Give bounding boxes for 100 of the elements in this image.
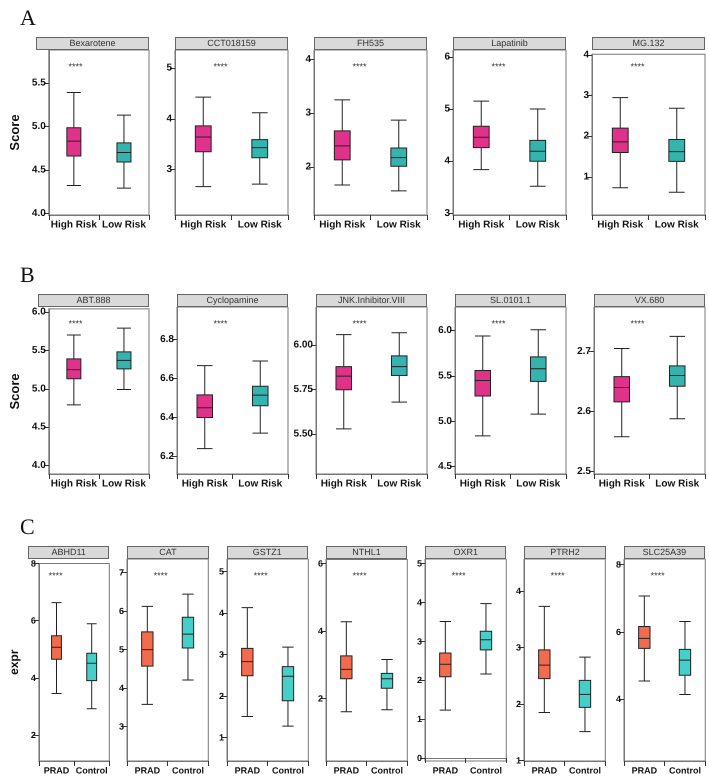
x-tick-label: PRAD (532, 766, 558, 776)
x-tick-label: Low Risk (655, 478, 700, 490)
chart-subtitle: C (20, 514, 35, 540)
chart-title: Lapatinib (453, 37, 566, 50)
annotation: **** (68, 318, 83, 328)
chart-title: SL.0101.1 (455, 294, 566, 307)
y-tick-label: 4 (30, 672, 36, 683)
y-tick-label: 0 (417, 752, 422, 763)
x-tick-label: Low Risk (376, 220, 422, 230)
y-tick-label: 5.0 (438, 416, 452, 427)
chart-title: VX.680 (594, 294, 705, 307)
y-tick-label: 6 (616, 626, 621, 637)
x-tick-label: Low Risk (377, 478, 422, 490)
x-tick-label: Control (569, 766, 602, 776)
y-tick-label: 4 (516, 586, 522, 596)
y-tick-label: 5.0 (32, 120, 46, 132)
y-tick-label: 3 (218, 650, 224, 660)
y-tick-label: 2 (516, 699, 522, 710)
y-tick-label: 4 (218, 608, 224, 618)
chart-subtitle: A (20, 5, 36, 31)
y-tick-label: 8 (30, 558, 36, 568)
y-tick-label: 6.4 (160, 412, 174, 423)
x-tick-label: High Risk (180, 220, 227, 230)
y-tick-label: 1 (417, 714, 422, 724)
x-tick-label: High Risk (319, 220, 366, 230)
x-tick-label: Low Risk (238, 220, 282, 230)
y-tick-label: 5.5 (438, 370, 452, 382)
y-tick-label: 2.7 (577, 346, 592, 357)
y-tick-label: 4.5 (32, 422, 46, 433)
x-tick-label: High Risk (458, 220, 505, 230)
y-tick-label: 3 (166, 164, 172, 175)
y-tick-label: 6.0 (438, 325, 452, 336)
y-tick-label: 1 (516, 755, 522, 766)
y-tick-label: 1 (583, 171, 590, 182)
y-tick-label: 7 (119, 567, 124, 578)
annotation: **** (352, 62, 367, 72)
y-axis-title: expr (7, 649, 21, 675)
y-tick-label: 2 (218, 691, 224, 702)
y-tick-label: 8 (616, 560, 621, 570)
y-tick-label: 4 (417, 598, 422, 608)
x-tick-label: Low Risk (654, 220, 700, 230)
x-tick-label: High Risk (50, 220, 98, 230)
y-tick-label: 3 (583, 90, 590, 102)
y-tick-label: 5 (218, 566, 224, 576)
y-tick-label: 5.75 (294, 384, 314, 396)
y-tick-label: 6 (30, 616, 36, 626)
chart-title: SLC25A39 (624, 546, 705, 559)
y-tick-label: 4 (305, 54, 312, 66)
y-tick-label: 5 (119, 644, 124, 655)
y-tick-label: 2 (583, 130, 590, 142)
annotation: **** (650, 570, 665, 580)
y-tick-label: 6.8 (160, 334, 174, 346)
y-axis-title: Score (7, 114, 22, 151)
y-tick-label: 6.00 (294, 340, 314, 351)
y-tick-label: 5.50 (294, 428, 314, 440)
y-tick-label: 4.5 (438, 461, 452, 472)
chart-title: CCT018159 (175, 37, 288, 50)
y-tick-label: 3 (516, 642, 522, 653)
y-tick-label: 4.5 (32, 164, 46, 176)
y-tick-label: 5 (444, 104, 450, 115)
x-tick-label: PRAD (333, 766, 360, 776)
y-tick-label: 4 (318, 626, 323, 636)
x-tick-label: Low Risk (102, 220, 146, 230)
chart-title: NTHL1 (326, 546, 408, 559)
x-tick-label: High Risk (597, 220, 644, 230)
annotation: **** (630, 62, 645, 72)
x-tick-label: Control (668, 766, 701, 776)
x-tick-label: Control (76, 766, 108, 776)
y-tick-label: 2 (305, 161, 312, 172)
x-tick-label: Low Risk (238, 478, 283, 490)
x-tick-label: Control (370, 766, 403, 776)
y-tick-label: 6.6 (160, 373, 174, 384)
chart-title: ABHD11 (28, 546, 110, 559)
y-axis-title: Score (7, 373, 22, 410)
annotation: **** (452, 570, 466, 580)
y-tick-label: 6 (444, 51, 450, 62)
y-tick-label: 3 (119, 722, 124, 732)
chart-title: ABT.888 (38, 294, 149, 307)
y-tick-label: 4 (616, 694, 621, 704)
annotation: **** (68, 62, 83, 72)
x-tick-label: Low Risk (102, 478, 146, 490)
y-tick-label: 5.5 (32, 78, 46, 88)
chart-title: CAT (127, 546, 209, 559)
y-tick-label: 5 (417, 558, 422, 569)
x-tick-label: High Risk (182, 478, 228, 490)
y-tick-label: 6 (318, 558, 323, 568)
y-tick-label: 4 (119, 683, 124, 694)
annotation: **** (352, 318, 367, 328)
y-tick-label: 5.5 (32, 344, 46, 356)
y-tick-label: 4 (166, 113, 172, 124)
y-tick-label: 2.5 (577, 466, 592, 478)
y-tick-label: 2.6 (577, 406, 592, 418)
y-tick-label: 2 (30, 730, 36, 740)
y-tick-label: 5.0 (32, 383, 46, 394)
y-tick-label: 2 (417, 675, 422, 686)
y-tick-label: 2 (318, 693, 323, 704)
x-tick-label: Low Risk (516, 220, 560, 230)
y-tick-label: 3 (444, 208, 450, 219)
y-tick-label: 4.0 (32, 208, 46, 219)
y-tick-label: 3 (417, 636, 422, 646)
